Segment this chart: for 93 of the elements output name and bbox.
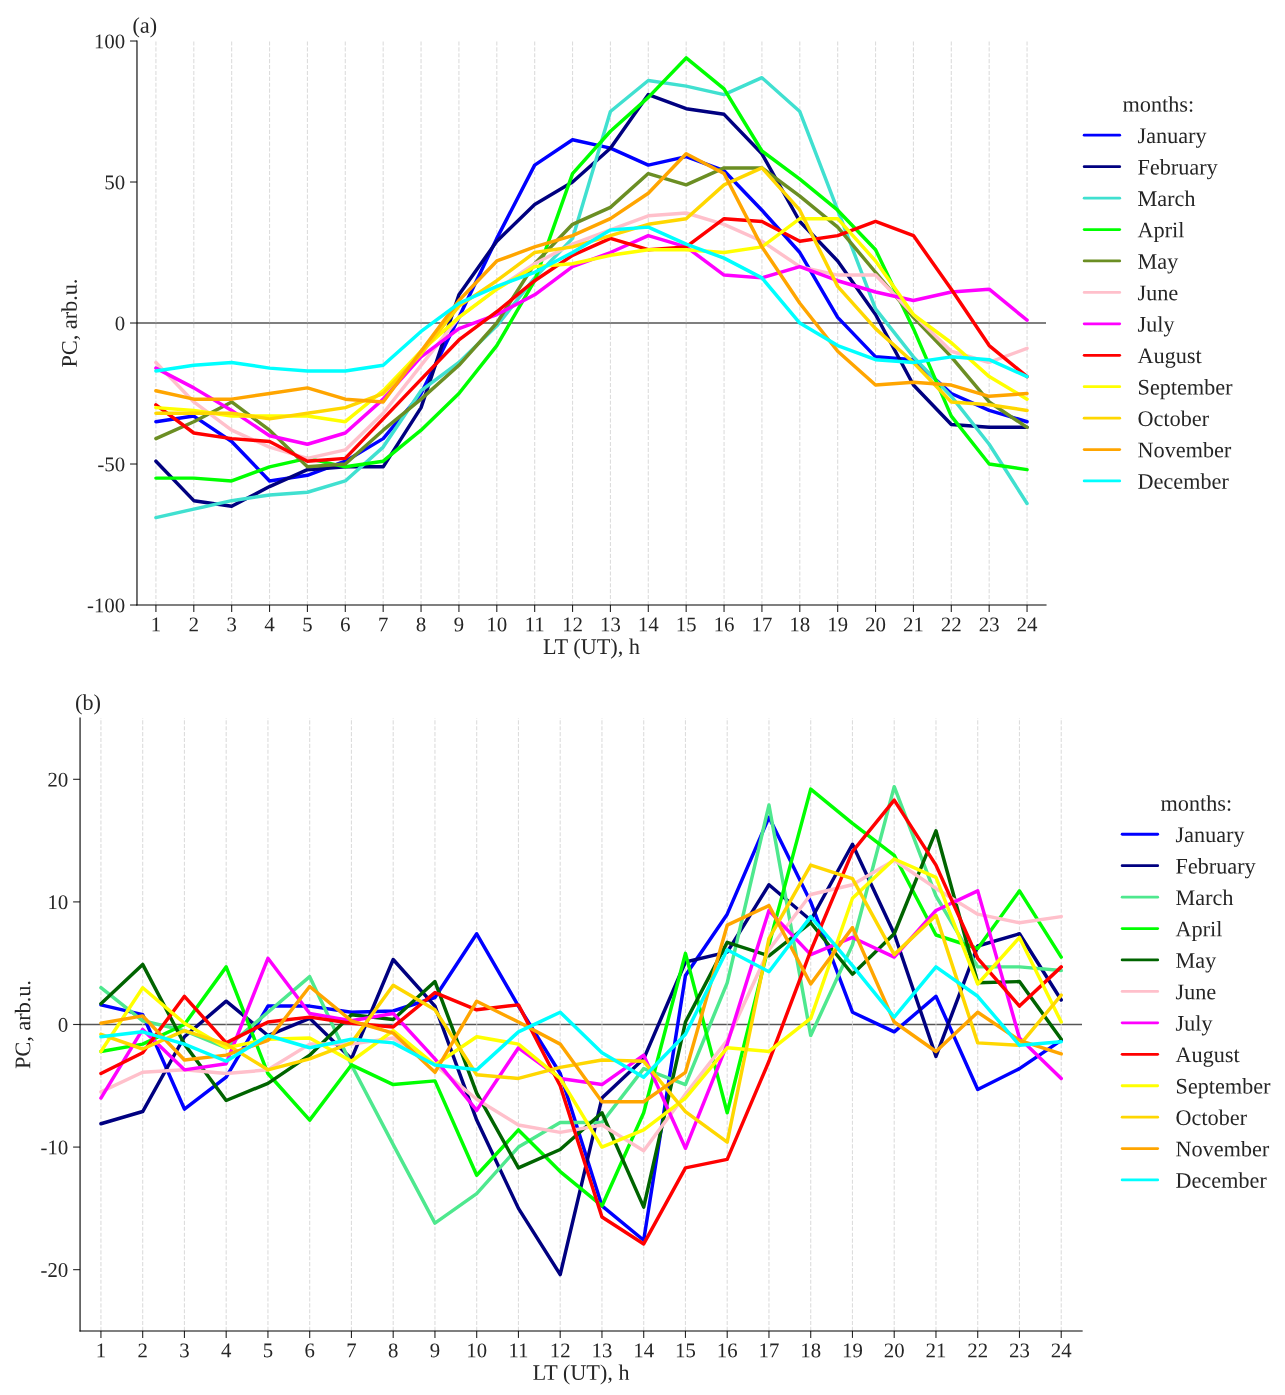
x-tick-label: 8 — [388, 1343, 398, 1358]
x-tick-label: 16 — [715, 617, 734, 632]
y-axis-title: PC, arb.u. — [14, 981, 34, 1069]
x-tick-label: 9 — [454, 617, 464, 632]
y-tick-label: -100 — [87, 598, 125, 613]
legend-label: October — [1176, 1109, 1247, 1126]
x-tick-label: 9 — [430, 1343, 440, 1358]
x-axis-title: LT (UT), h — [533, 1364, 630, 1385]
x-tick-label: 5 — [263, 1343, 273, 1358]
x-tick-label: 2 — [189, 617, 198, 632]
x-tick-label: 3 — [227, 617, 237, 632]
line-series — [154, 225, 1029, 379]
x-tick-label: 24 — [1017, 617, 1038, 632]
x-tick-label: 16 — [718, 1343, 737, 1358]
legend-label: June — [1175, 984, 1216, 1000]
x-tick-label: 18 — [802, 1343, 821, 1358]
y-tick-label: -20 — [41, 1263, 68, 1278]
x-tick-label: 24 — [1051, 1343, 1072, 1358]
x-tick-label: 20 — [884, 1343, 904, 1358]
x-tick-label: 14 — [635, 1343, 654, 1358]
legend-label: April — [1175, 920, 1222, 942]
legend-label: January — [1137, 128, 1207, 148]
x-tick-label: 19 — [843, 1343, 863, 1358]
legend-label: November — [1176, 1140, 1270, 1157]
x-tick-label: 7 — [379, 617, 388, 632]
x-tick-label: 6 — [340, 617, 350, 632]
legend-title: months: — [1160, 795, 1231, 811]
line-series — [99, 903, 1063, 1104]
legend-label: May — [1138, 254, 1179, 274]
line-series — [99, 914, 1063, 1079]
y-tick-label: 100 — [95, 34, 125, 49]
x-tick-label: 21 — [926, 1343, 946, 1358]
x-tick-label: 15 — [676, 1343, 696, 1358]
legend-label: June — [1137, 285, 1178, 301]
x-tick-label: 20 — [866, 617, 886, 632]
legend-label: September — [1176, 1078, 1271, 1099]
legend-label: March — [1138, 190, 1196, 207]
x-tick-label: 11 — [510, 1343, 528, 1358]
y-tick-label: 0 — [115, 316, 125, 331]
legend-label: January — [1175, 827, 1245, 847]
x-tick-label: 12 — [563, 617, 582, 632]
x-tick-label: 7 — [347, 1343, 357, 1358]
x-tick-label: 11 — [526, 617, 544, 632]
y-tick-label: -50 — [98, 457, 125, 472]
legend-label: July — [1175, 1015, 1213, 1036]
y-tick-label: -10 — [41, 1140, 68, 1155]
legend-label: September — [1138, 379, 1233, 400]
x-tick-label: 10 — [488, 617, 507, 632]
legend-label: August — [1175, 1047, 1240, 1067]
legend-label: March — [1176, 889, 1234, 906]
x-tick-label: 23 — [1009, 1343, 1030, 1358]
x-tick-label: 12 — [551, 1343, 570, 1358]
x-tick-label: 19 — [829, 617, 848, 632]
chart-title: (a) — [133, 17, 157, 38]
x-tick-label: 5 — [303, 617, 312, 632]
legend-label: November — [1138, 441, 1232, 458]
x-tick-label: 15 — [677, 617, 696, 632]
x-tick-label: 1 — [152, 617, 160, 632]
y-tick-label: 10 — [49, 895, 68, 910]
legend-label: February — [1176, 858, 1256, 879]
y-tick-label: 50 — [105, 175, 125, 190]
x-tick-label: 10 — [468, 1343, 487, 1358]
chart-title: (b) — [76, 694, 100, 715]
x-tick-label: 6 — [305, 1343, 315, 1358]
legend-title: months: — [1123, 96, 1193, 112]
y-tick-label: 0 — [58, 1017, 68, 1032]
x-tick-label: 2 — [138, 1343, 147, 1358]
x-tick-label: 13 — [593, 1343, 612, 1358]
x-tick-label: 23 — [979, 617, 999, 632]
x-axis-title: LT (UT), h — [543, 638, 640, 659]
y-axis-title: PC, arb.u. — [61, 280, 81, 367]
x-tick-label: 14 — [639, 617, 659, 632]
x-tick-label: 22 — [968, 1343, 987, 1358]
x-tick-label: 8 — [416, 617, 426, 632]
legend-label: February — [1138, 159, 1218, 180]
legend-label: May — [1176, 953, 1217, 973]
x-tick-label: 1 — [97, 1343, 105, 1358]
x-tick-label: 4 — [264, 617, 275, 632]
x-tick-label: 18 — [791, 617, 810, 632]
x-tick-label: 17 — [760, 1343, 779, 1358]
legend-label: April — [1137, 221, 1184, 243]
y-tick-label: 20 — [48, 772, 68, 787]
x-tick-label: 4 — [221, 1343, 232, 1358]
legend-label: August — [1137, 348, 1202, 368]
legend-label: July — [1137, 316, 1175, 337]
legend-label: December — [1176, 1172, 1267, 1188]
x-tick-label: 22 — [941, 617, 961, 632]
x-tick-label: 21 — [903, 617, 923, 632]
legend-label: October — [1138, 410, 1209, 427]
x-tick-label: 17 — [753, 617, 772, 632]
x-tick-label: 3 — [180, 1343, 189, 1358]
legend-label: December — [1138, 473, 1229, 489]
x-tick-label: 13 — [601, 617, 621, 632]
